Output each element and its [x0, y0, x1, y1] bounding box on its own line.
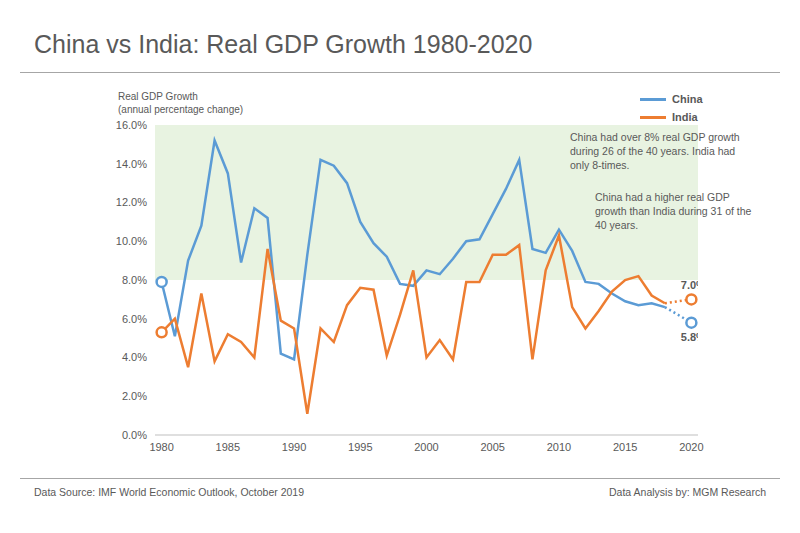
svg-text:4.0%: 4.0%	[122, 351, 147, 363]
html-text:Real GDP Growth: Real GDP Growth	[118, 91, 198, 102]
html-text:China had a higher real GDP gr: China had a higher real GDP growth than …	[595, 191, 752, 231]
html-text:India: India	[672, 111, 698, 123]
svg-text:2000: 2000	[414, 441, 438, 453]
svg-text:10.0%: 10.0%	[116, 235, 147, 247]
svg-text:2020: 2020	[679, 441, 703, 453]
html-text:Data Analysis by: MGM Research: Data Analysis by: MGM Research	[609, 486, 766, 498]
html-text:Data Source: IMF World Economi: Data Source: IMF World Economic Outlook,…	[34, 486, 304, 498]
html-text:China had over 8% real GDP gro: China had over 8% real GDP growth during…	[570, 131, 740, 171]
svg-text:8.0%: 8.0%	[122, 274, 147, 286]
svg-text:2.0%: 2.0%	[122, 390, 147, 402]
svg-text:7.0%: 7.0%	[681, 279, 698, 291]
svg-text:14.0%: 14.0%	[116, 158, 147, 170]
html-text:(annual percentage change): (annual percentage change)	[118, 104, 244, 115]
svg-text:12.0%: 12.0%	[116, 196, 147, 208]
html-text:China vs India: Real GDP Growt: China vs India: Real GDP Growth 1980-202…	[34, 30, 533, 58]
svg-text:1985: 1985	[216, 441, 240, 453]
html-text:China: China	[672, 93, 703, 105]
svg-text:2010: 2010	[547, 441, 571, 453]
svg-text:6.0%: 6.0%	[122, 313, 147, 325]
svg-text:2005: 2005	[480, 441, 504, 453]
svg-text:16.0%: 16.0%	[116, 119, 147, 131]
svg-text:5.8%: 5.8%	[681, 331, 698, 343]
svg-text:1990: 1990	[282, 441, 306, 453]
svg-text:0.0%: 0.0%	[122, 429, 147, 441]
svg-text:2015: 2015	[613, 441, 637, 453]
svg-text:1980: 1980	[149, 441, 173, 453]
svg-text:1995: 1995	[348, 441, 372, 453]
